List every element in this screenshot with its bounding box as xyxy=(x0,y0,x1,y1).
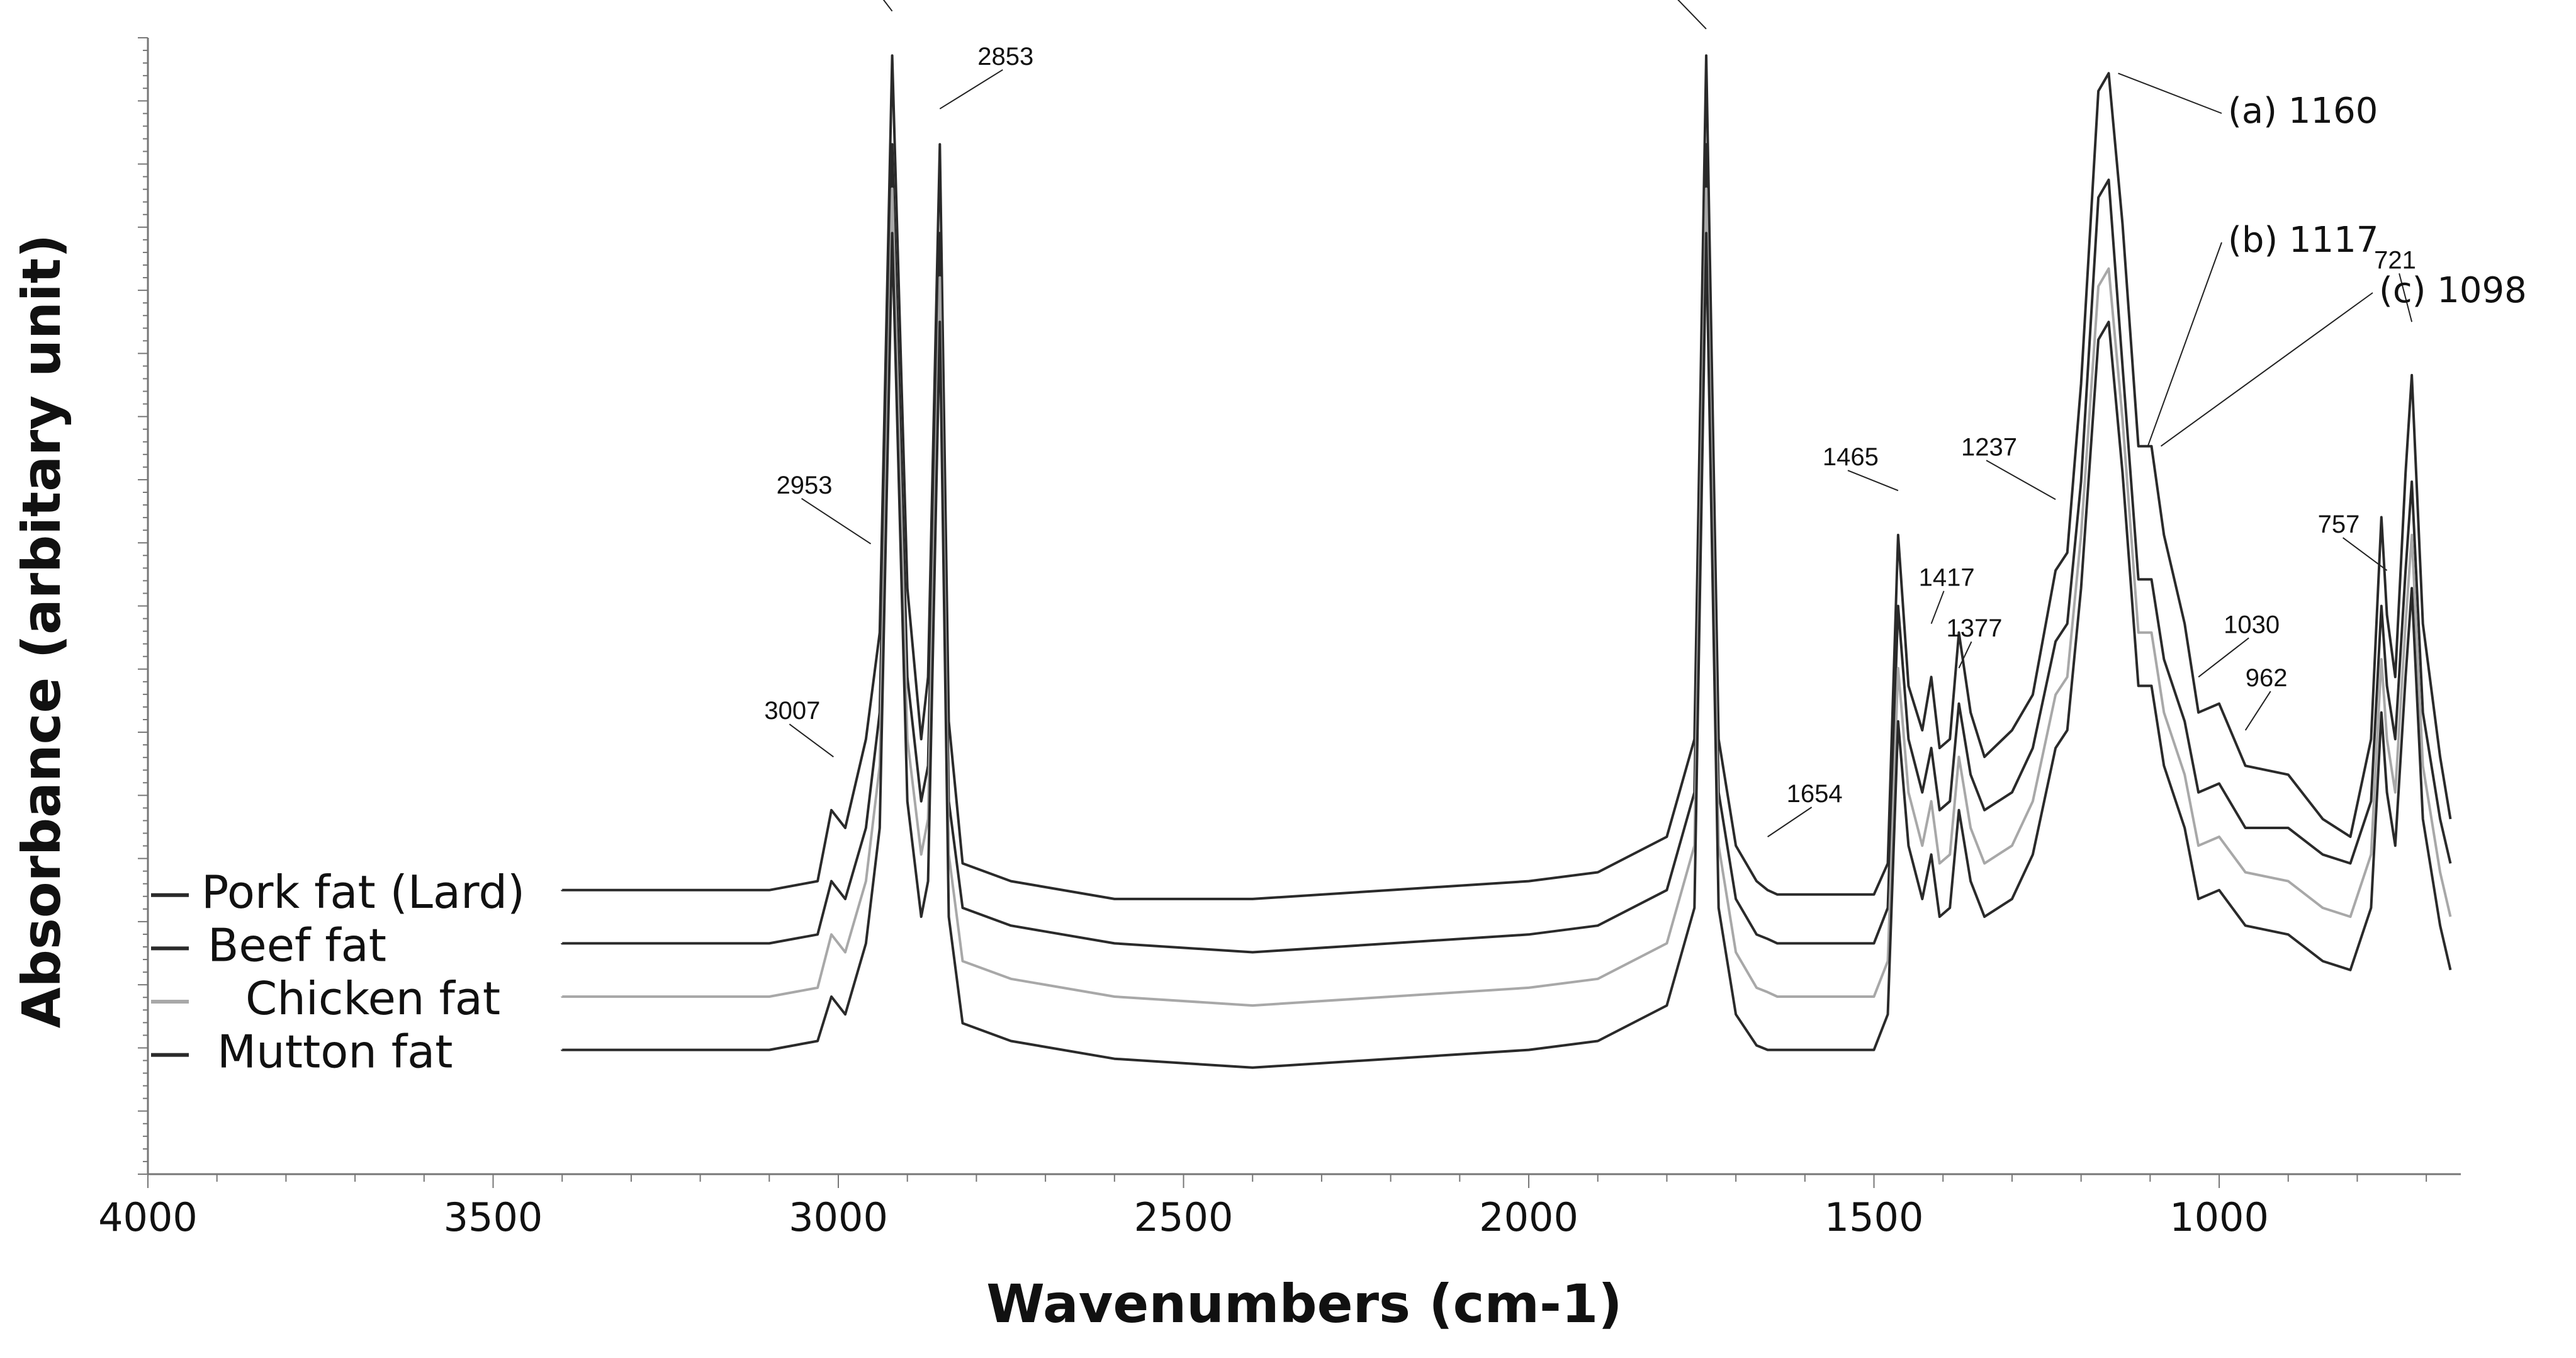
peak-leader-757 xyxy=(2343,537,2388,571)
series-group xyxy=(561,54,2452,1069)
peak-leader-1237 xyxy=(1986,460,2056,501)
x-axis-title: Wavenumbers (cm-1) xyxy=(986,1273,1622,1335)
x-tick-label-1000: 1000 xyxy=(2169,1194,2269,1240)
series-line-chicken-fat xyxy=(561,187,2452,1007)
peak-label-721: 721 xyxy=(2374,246,2416,274)
peak-leader-1030 xyxy=(2198,637,2249,678)
peak-label-2853: 2853 xyxy=(977,43,1033,71)
peak-label-1237: 1237 xyxy=(1961,433,2017,461)
peak-leader-2922 xyxy=(882,0,893,12)
callout-leader-1 xyxy=(2118,72,2222,114)
series-line-pork-fat-lard xyxy=(561,54,2452,900)
peak-leader-1654 xyxy=(1767,806,1813,837)
legend-label-chicken-fat: Chicken fat xyxy=(245,972,500,1025)
y-axis-title: Absorbance (arbitary unit) xyxy=(11,234,72,1029)
x-tick-label-3000: 3000 xyxy=(789,1194,888,1240)
label-group: 2922285329533007174316541465141713771237… xyxy=(764,0,2527,837)
peak-label-1377: 1377 xyxy=(1946,614,2002,642)
peak-leader-2953 xyxy=(801,497,872,545)
legend-label-pork-fat-lard: Pork fat (Lard) xyxy=(201,866,525,919)
peak-leader-1417 xyxy=(1930,591,1945,625)
callout-label-b: (b) 1117 xyxy=(2228,220,2379,261)
peak-label-2953: 2953 xyxy=(777,472,833,499)
axes: 4000 3500 3000 2500 2000 1500 1000 xyxy=(98,37,2461,1240)
peak-leader-1465 xyxy=(1847,470,1899,492)
x-tick-label-2500: 2500 xyxy=(1134,1194,1234,1240)
callout-label-a: (a) 1160 xyxy=(2228,91,2378,132)
peak-leader-3007 xyxy=(789,723,834,758)
callout-leader-2 xyxy=(2147,242,2222,447)
peak-leader-1743 xyxy=(1677,0,1707,30)
x-tick-label-1500: 1500 xyxy=(1825,1194,1924,1240)
peak-label-1654: 1654 xyxy=(1787,780,1843,808)
peak-label-3007: 3007 xyxy=(764,697,820,725)
peak-leader-1377 xyxy=(1958,641,1972,669)
peak-label-1030: 1030 xyxy=(2224,611,2280,638)
series-line-mutton-fat xyxy=(561,232,2452,1069)
legend-label-mutton-fat: Mutton fat xyxy=(217,1026,453,1078)
peak-label-962: 962 xyxy=(2246,664,2288,692)
peak-label-1417: 1417 xyxy=(1919,564,1975,592)
peak-leader-962 xyxy=(2244,691,2271,731)
peak-leader-721 xyxy=(2399,273,2413,322)
peak-label-757: 757 xyxy=(2318,511,2360,538)
peak-leader-2853 xyxy=(939,69,1003,110)
callout-label-c: (c) 1098 xyxy=(2379,270,2527,311)
x-tick-label-4000: 4000 xyxy=(98,1194,198,1240)
callout-leader-3 xyxy=(2160,292,2373,447)
peak-label-1465: 1465 xyxy=(1823,443,1879,471)
x-tick-label-2000: 2000 xyxy=(1479,1194,1578,1240)
x-tick-label-3500: 3500 xyxy=(444,1194,543,1240)
legend-label-beef-fat: Beef fat xyxy=(208,919,386,971)
